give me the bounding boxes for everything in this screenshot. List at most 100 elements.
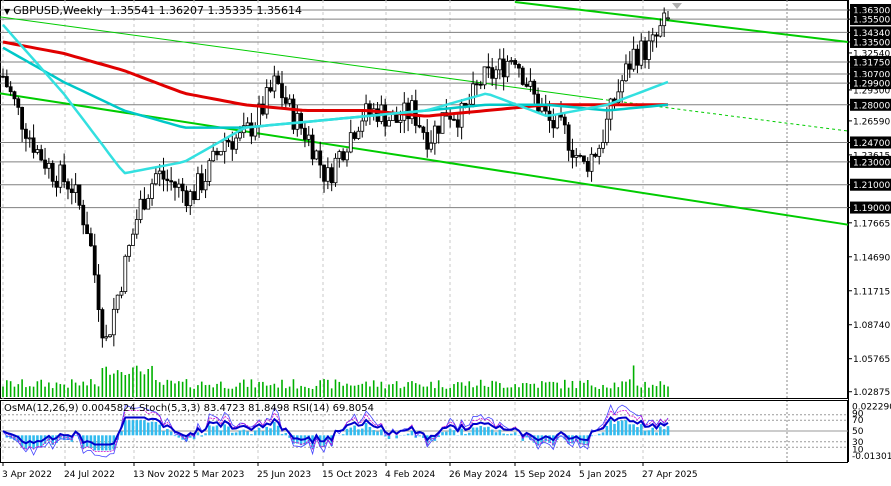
candle-body[interactable]: [35, 149, 40, 153]
candle-body[interactable]: [253, 126, 258, 137]
candle-body[interactable]: [394, 113, 399, 123]
candle-body[interactable]: [337, 151, 342, 159]
candle-body[interactable]: [593, 153, 598, 157]
candle-body[interactable]: [188, 191, 193, 207]
candle-body[interactable]: [413, 100, 418, 126]
candle-body[interactable]: [646, 40, 651, 60]
candle-body[interactable]: [92, 245, 97, 276]
candle-body[interactable]: [505, 60, 510, 78]
candle-body[interactable]: [654, 34, 659, 37]
candle-body[interactable]: [249, 122, 254, 137]
candle-body[interactable]: [238, 132, 242, 139]
candle-body[interactable]: [20, 106, 25, 130]
candle-body[interactable]: [570, 149, 575, 158]
candle-body[interactable]: [108, 334, 112, 338]
candle-body[interactable]: [333, 157, 338, 184]
moving-average-fast[interactable]: [2, 23, 669, 175]
candle-body[interactable]: [532, 80, 537, 95]
candle-body[interactable]: [58, 164, 63, 188]
main-price-panel[interactable]: [0, 0, 849, 462]
candle-body[interactable]: [199, 173, 204, 191]
candle-body[interactable]: [211, 150, 216, 162]
candle-body[interactable]: [173, 181, 177, 188]
candle-body[interactable]: [299, 113, 304, 129]
candle-body[interactable]: [578, 154, 582, 157]
candle-body[interactable]: [54, 180, 59, 188]
candle-body[interactable]: [574, 154, 579, 158]
candle-body[interactable]: [119, 291, 124, 296]
candle-body[interactable]: [425, 132, 430, 150]
candle-body[interactable]: [589, 153, 594, 172]
candle-body[interactable]: [50, 162, 55, 182]
candle-body[interactable]: [482, 66, 487, 86]
candle-body[interactable]: [345, 151, 349, 161]
candle-body[interactable]: [12, 91, 17, 100]
symbol-dropdown-icon[interactable]: ▼: [4, 7, 11, 16]
candle-body[interactable]: [486, 66, 491, 69]
candle-body[interactable]: [398, 119, 403, 123]
candle-body[interactable]: [325, 167, 330, 182]
channel-line[interactable]: [514, 1, 849, 43]
candle-body[interactable]: [39, 149, 44, 161]
candle-body[interactable]: [601, 142, 605, 149]
candle-body[interactable]: [520, 67, 525, 85]
candle-body[interactable]: [341, 151, 346, 161]
candle-body[interactable]: [43, 159, 47, 169]
candle-body[interactable]: [142, 198, 147, 210]
candle-body[interactable]: [360, 120, 365, 132]
candle-body[interactable]: [497, 58, 502, 71]
candle-body[interactable]: [73, 184, 78, 193]
candle-body[interactable]: [89, 233, 93, 247]
candle-body[interactable]: [207, 160, 212, 182]
candle-body[interactable]: [153, 173, 158, 185]
candle-body[interactable]: [543, 106, 548, 112]
candle-body[interactable]: [260, 103, 265, 115]
candle-body[interactable]: [226, 139, 231, 143]
candle-body[interactable]: [131, 233, 135, 246]
candle-body[interactable]: [536, 93, 540, 112]
candle-body[interactable]: [81, 204, 86, 226]
candle-body[interactable]: [146, 198, 151, 210]
candle-body[interactable]: [528, 80, 533, 87]
candle-body[interactable]: [180, 183, 185, 192]
candle-body[interactable]: [62, 164, 67, 183]
candle-body[interactable]: [111, 308, 116, 336]
candle-body[interactable]: [31, 137, 36, 153]
candle-body[interactable]: [100, 309, 105, 339]
candle-body[interactable]: [478, 83, 483, 86]
candle-body[interactable]: [291, 98, 296, 130]
candle-body[interactable]: [85, 224, 89, 235]
candle-body[interactable]: [165, 178, 170, 182]
candle-body[interactable]: [157, 170, 162, 175]
candle-body[interactable]: [452, 118, 456, 121]
candle-body[interactable]: [115, 294, 120, 310]
candle-body[interactable]: [69, 188, 74, 193]
candle-body[interactable]: [551, 120, 556, 129]
candle-body[interactable]: [161, 170, 166, 180]
candle-body[interactable]: [555, 114, 560, 129]
candle-body[interactable]: [276, 75, 281, 85]
candle-body[interactable]: [356, 130, 361, 139]
candle-body[interactable]: [287, 98, 292, 104]
candle-body[interactable]: [134, 219, 139, 235]
candle-body[interactable]: [46, 162, 51, 169]
candle-body[interactable]: [169, 180, 174, 183]
candle-body[interactable]: [509, 60, 514, 62]
candle-body[interactable]: [658, 25, 663, 37]
candle-body[interactable]: [604, 118, 609, 143]
candle-body[interactable]: [150, 183, 154, 199]
candle-body[interactable]: [222, 139, 227, 152]
candle-body[interactable]: [24, 128, 28, 139]
candle-body[interactable]: [490, 67, 495, 79]
candle-body[interactable]: [230, 141, 235, 150]
candle-body[interactable]: [494, 69, 498, 79]
candle-body[interactable]: [306, 134, 311, 140]
candle-body[interactable]: [16, 98, 21, 108]
candle-body[interactable]: [1, 75, 5, 78]
candle-body[interactable]: [390, 113, 395, 121]
candle-body[interactable]: [501, 58, 506, 78]
candle-body[interactable]: [314, 150, 319, 160]
candle-body[interactable]: [96, 274, 101, 310]
candle-body[interactable]: [4, 76, 9, 88]
